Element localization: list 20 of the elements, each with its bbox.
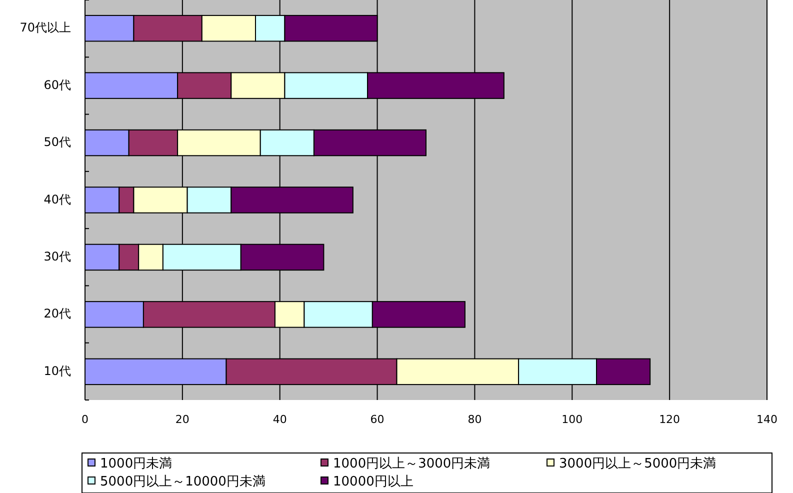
y-tick-label: 50代	[44, 135, 71, 150]
y-tick-label: 40代	[44, 192, 71, 206]
x-tick-label: 80	[468, 413, 482, 426]
x-tick-label: 100	[562, 413, 583, 426]
x-tick-label: 40	[272, 413, 287, 426]
y-tick-label: 20代	[44, 306, 71, 321]
legend-label: 10000円以上	[333, 474, 414, 490]
legend-label: 1000円以上～3000円未満	[333, 456, 490, 472]
x-tick-label: 60	[370, 413, 384, 426]
x-tick-label: 140	[756, 413, 778, 426]
x-tick-label: 0	[82, 413, 88, 426]
y-tick-label: 60代	[44, 78, 71, 92]
y-tick-label: 30代	[44, 250, 71, 264]
x-tick-label: 120	[659, 413, 680, 426]
legend-label: 5000円以上～10000円未満	[100, 474, 266, 490]
y-tick-label: 70代以上	[20, 20, 71, 35]
y-tick-label: 10代	[44, 364, 71, 378]
x-tick-label: 20	[175, 413, 190, 426]
legend-label: 1000円未満	[100, 456, 172, 472]
legend-label: 3000円以上～5000円未満	[559, 456, 716, 472]
